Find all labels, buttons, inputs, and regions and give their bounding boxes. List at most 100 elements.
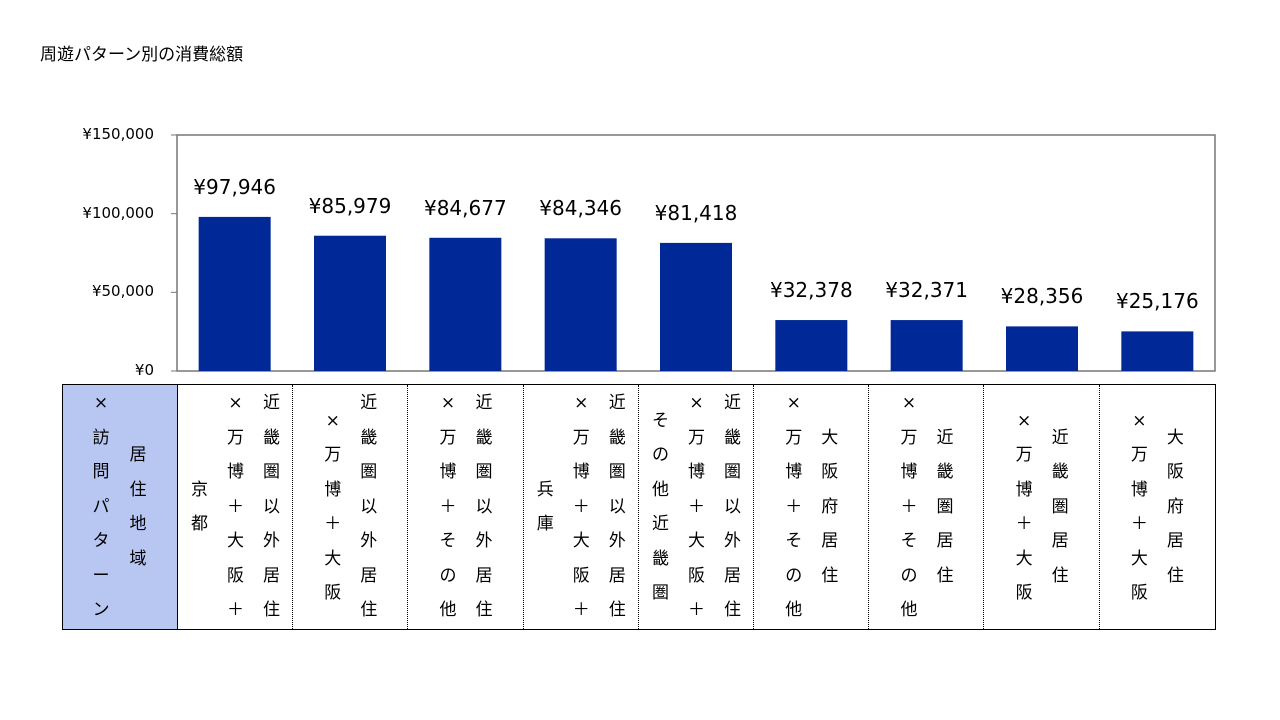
category-char: 博	[785, 462, 803, 483]
bar	[660, 242, 732, 371]
category-label-column: 兵庫	[535, 385, 555, 629]
category-label-column: 近畿圏居住	[935, 385, 955, 629]
category-char: 大	[572, 531, 590, 552]
category-label-column: × 万博 ＋ その他	[438, 385, 458, 629]
category-char: ×	[901, 393, 917, 414]
category-char: ×	[786, 393, 801, 414]
category-char: 住	[1051, 565, 1069, 586]
category-char: 住	[263, 600, 281, 621]
category-char: 阪	[821, 462, 839, 483]
category-char: 圏	[608, 462, 626, 483]
category-char: 圏	[263, 462, 281, 483]
category-char: ×	[440, 393, 456, 414]
category-char: 居	[936, 531, 954, 552]
category-char: ＋	[900, 496, 918, 517]
category-label-column: その他近畿圏	[650, 385, 670, 629]
category-char: 居	[129, 445, 147, 465]
category-char: 居	[723, 565, 741, 586]
category-char: 近	[475, 393, 493, 414]
category-char: 庫	[536, 514, 554, 534]
category-char: 博	[572, 462, 590, 483]
category-char: ＋	[324, 514, 342, 534]
category-cell: × 万博＋その他近畿圏以外居住	[408, 385, 524, 629]
category-char: 大	[821, 427, 839, 448]
data-label: ¥28,356	[1000, 284, 1084, 309]
category-label-column: 近畿圏以外居住	[474, 385, 494, 629]
category-char: 圏	[651, 583, 669, 603]
category-char: 近	[651, 514, 669, 534]
category-char: 博	[439, 462, 457, 483]
category-char: ×	[689, 393, 704, 414]
category-label-column: 京都	[190, 385, 210, 629]
category-char: の	[651, 445, 669, 465]
category-char: 万	[439, 427, 457, 448]
category-char: 大	[227, 531, 245, 552]
category-char: ＋	[687, 600, 705, 621]
category-cell: × 万博＋大阪近畿圏以外居住	[293, 385, 409, 629]
category-char: 万	[687, 427, 705, 448]
category-char: 阪	[687, 565, 705, 586]
category-cell: その他近畿圏 × 万博＋大阪＋近畿圏以外居住	[639, 385, 755, 629]
category-char: ＋	[687, 496, 705, 517]
category-char: 居	[475, 565, 493, 586]
category-label-column: 近畿圏以外居住	[607, 385, 627, 629]
bar	[1121, 331, 1194, 371]
bar	[775, 320, 848, 371]
data-label: ¥85,979	[308, 193, 392, 218]
category-char: 他	[651, 479, 669, 500]
category-cell: 京都 × 万博 ＋ 大阪 ＋ 近畿圏以外居住	[178, 385, 294, 629]
bar	[198, 216, 271, 371]
bar	[1006, 326, 1078, 371]
bar	[429, 237, 502, 371]
category-char: 他	[900, 600, 918, 621]
category-cell: × 万博＋大阪大阪府居住	[1100, 385, 1215, 629]
category-char: 居	[1051, 531, 1069, 552]
category-char: 他	[439, 600, 457, 621]
category-char: 博	[1130, 479, 1148, 500]
category-label-column: 大阪府居住	[820, 385, 840, 629]
category-char: そ	[785, 531, 803, 552]
category-char: パ	[92, 496, 110, 517]
category-label-column: 近畿圏以外居住	[722, 385, 742, 629]
category-char: ＋	[227, 600, 245, 621]
data-label: ¥84,677	[423, 195, 507, 220]
category-label-column: × 万博 ＋ 大阪	[323, 385, 343, 629]
category-char: ＋	[1015, 514, 1033, 534]
category-char: 外	[475, 531, 493, 552]
category-char: 問	[92, 462, 110, 483]
category-char: 府	[821, 496, 839, 517]
category-char: ー	[92, 565, 110, 586]
category-char: 京	[191, 479, 209, 500]
data-label: ¥32,378	[769, 278, 853, 303]
category-label-column: 近畿圏以外居住	[262, 385, 282, 629]
category-char: 大	[324, 548, 342, 569]
category-char: 住	[821, 565, 839, 586]
category-char: 府	[1166, 496, 1184, 517]
category-char: 居	[1166, 531, 1184, 552]
category-char: タ	[92, 531, 110, 552]
category-char: 以	[608, 496, 626, 517]
category-header: 居住地域 × 訪問パターン	[63, 385, 178, 629]
category-label-column: × 万博 ＋ 大阪 ＋	[571, 385, 591, 629]
category-char: 博	[687, 462, 705, 483]
category-cell: × 万博＋その他近畿圏居住	[869, 385, 985, 629]
category-char: 圏	[360, 462, 378, 483]
category-char: 阪	[1015, 583, 1033, 603]
y-tick-label: ¥100,000	[82, 203, 154, 222]
category-char: ×	[574, 393, 589, 414]
category-char: 住	[723, 600, 741, 621]
category-char: 万	[1130, 445, 1148, 465]
category-char: ×	[1132, 410, 1147, 431]
category-char: 畿	[723, 427, 741, 448]
category-label-column: × 万博 ＋ 大阪	[1014, 385, 1034, 629]
category-table: 居住地域 × 訪問パターン 京都 × 万博＋大阪＋近畿圏以外居住 × 万博＋大阪近畿圏以外居…	[62, 384, 1216, 630]
category-char: の	[900, 565, 918, 586]
category-char: 外	[723, 531, 741, 552]
category-char: 居	[608, 565, 626, 586]
category-char: の	[785, 565, 803, 586]
category-char: ＋	[572, 600, 590, 621]
category-char: ＋	[572, 496, 590, 517]
category-char: 近	[936, 427, 954, 448]
category-cell: × 万博＋大阪近畿圏居住	[984, 385, 1100, 629]
category-char: 住	[1166, 565, 1184, 586]
